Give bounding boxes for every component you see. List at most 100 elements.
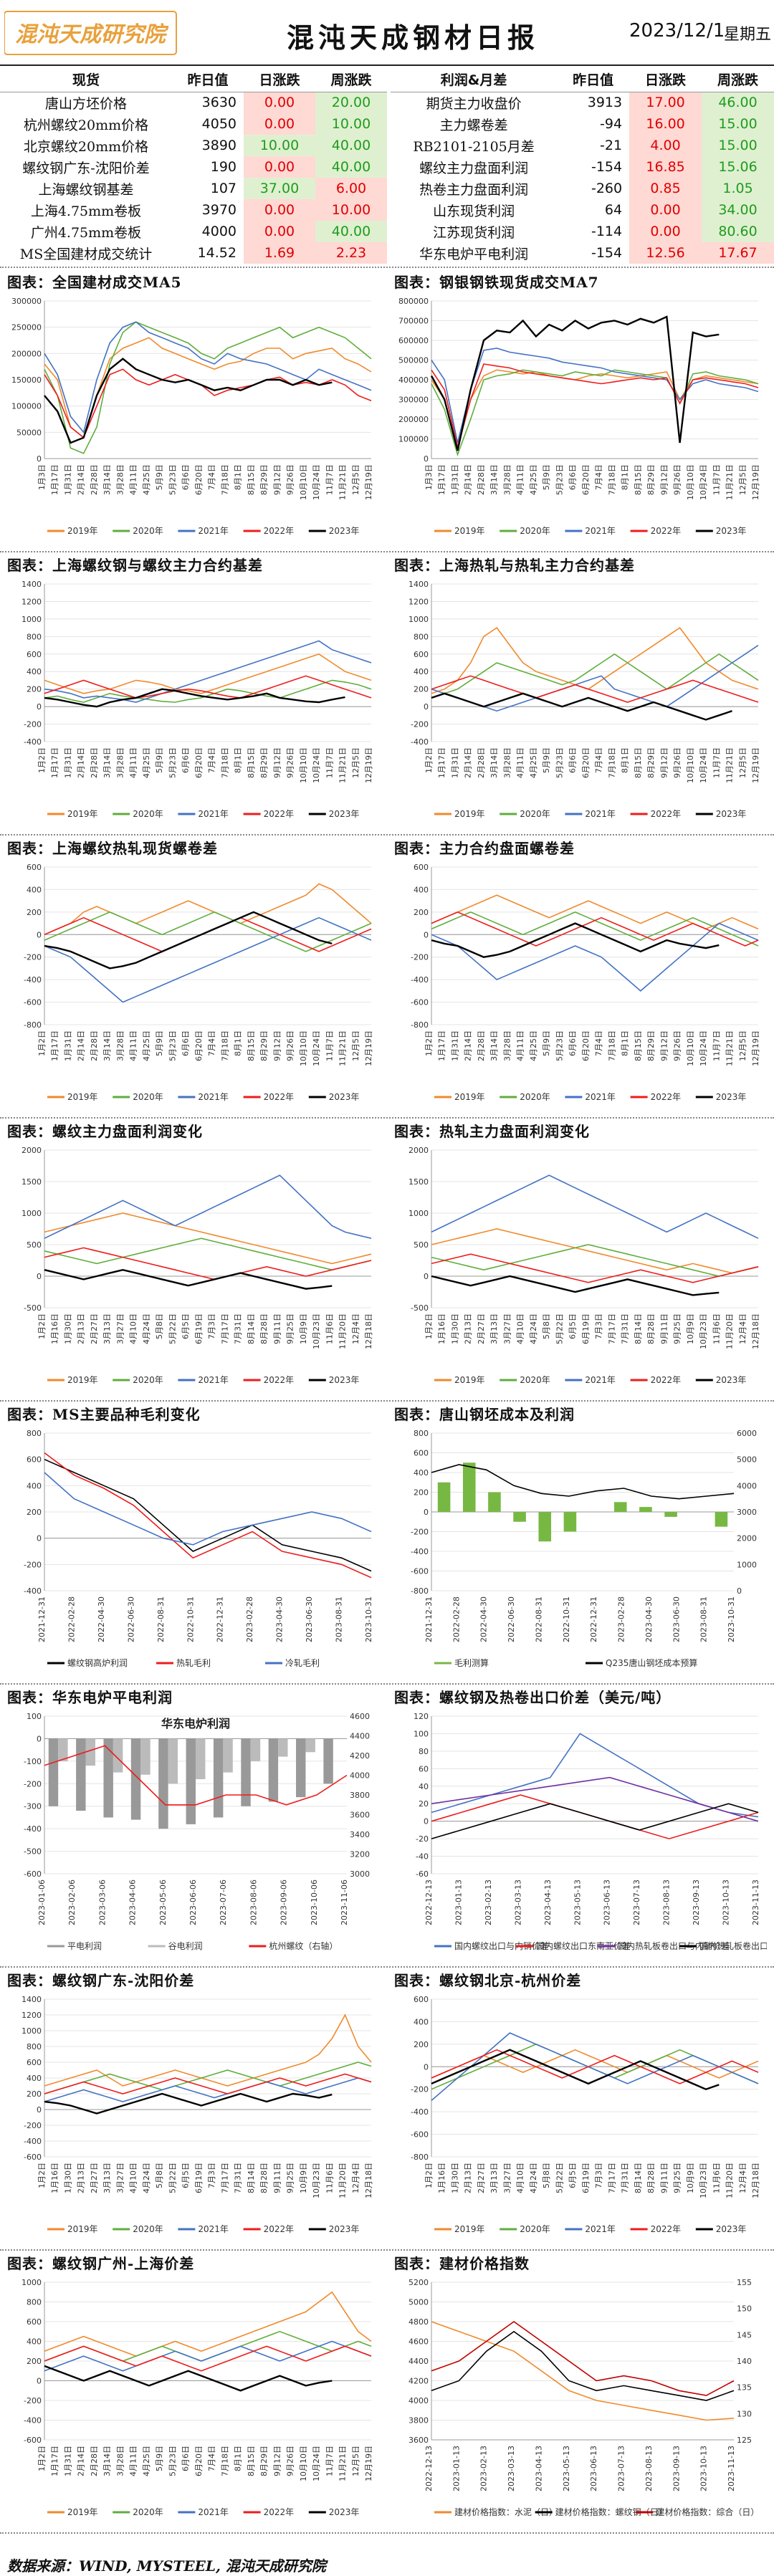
- x-tick-label: 12月19日: [364, 747, 373, 783]
- series-line: [431, 911, 759, 947]
- x-tick-label: 8月29日: [259, 747, 269, 778]
- row-value: -154: [591, 245, 623, 261]
- chart-bar: [158, 1738, 168, 1829]
- x-tick-label: 11月7日: [712, 1030, 721, 1061]
- x-tick-label: 3月13日: [489, 2163, 499, 2193]
- y-tick-label: 800: [414, 1429, 429, 1438]
- x-tick-label: 1月17日: [437, 1030, 446, 1061]
- chart-svg: 0 50000 100000 150000 200000 250000 300000 1月3日…: [11, 297, 373, 536]
- y-tick-label: 150000: [11, 375, 42, 385]
- y-tick-label: 1500: [22, 1177, 42, 1187]
- y-tick-label: 400: [27, 1481, 42, 1490]
- chart-bar: [488, 1492, 501, 1512]
- series-line: [44, 321, 372, 434]
- x-tick-label: 1月31日: [63, 464, 72, 495]
- x-tick-label: 9月12日: [659, 1030, 669, 1061]
- y-tick-label: 1400: [408, 580, 429, 589]
- chart-bar: [223, 1738, 233, 1773]
- row-value: 4000: [201, 224, 236, 239]
- x-tick-label: 2023-06-30: [305, 1596, 314, 1642]
- x-tick-label: 9月12日: [272, 2446, 282, 2476]
- x-tick-label: 2023-03-06: [97, 1880, 107, 1925]
- x-tick-label: 9月12日: [272, 464, 282, 495]
- x-tick-label: 8月28日: [259, 2163, 269, 2193]
- chart-panel-c2: 图表：钢银钢铁现货成交MA7 0 100000 200000 300000 400000 5…: [387, 271, 774, 550]
- chart-svg: -600 -400 -200 0 200 400 600 800 1000 1200 1400 1月2…: [22, 1995, 373, 2234]
- x-tick-label: 9月25日: [673, 2163, 682, 2193]
- legend-label: 2023年: [716, 1375, 747, 1385]
- y2-tick-label: 3400: [350, 1830, 370, 1839]
- x-tick-label: 11月20日: [725, 2163, 735, 2198]
- x-tick-label: 12月19日: [751, 747, 760, 783]
- legend-label: 建材价格指数：水泥（日）: [454, 2506, 558, 2517]
- x-tick-label: 10月10日: [299, 747, 308, 783]
- x-tick-label: 1月31日: [63, 2446, 72, 2476]
- y-tick-label: 4200: [408, 2377, 429, 2386]
- x-tick-label: 2月27日: [477, 1313, 486, 1344]
- chart-bar: [196, 1738, 206, 1779]
- row-value: 3630: [201, 95, 236, 111]
- chart-title: 图表：华东电炉平电利润: [7, 1689, 173, 1706]
- x-tick-label: 11月21日: [725, 464, 735, 500]
- x-tick-label: 7月4日: [594, 1030, 603, 1056]
- legend-label: 2023年: [329, 2224, 360, 2234]
- y2-tick-label: 125: [737, 2436, 752, 2445]
- series-line: [431, 2049, 759, 2084]
- series-line: [431, 363, 759, 447]
- x-tick-label: 5月22日: [168, 1313, 177, 1344]
- y-tick-label: 0: [37, 1272, 42, 1281]
- series-line: [431, 653, 759, 699]
- legend-label: 2023年: [716, 526, 747, 536]
- x-tick-label: 1月17日: [50, 1030, 59, 1061]
- chart-bar: [103, 1738, 113, 1818]
- x-tick-label: 1月31日: [63, 747, 72, 778]
- y-tick-label: 4000: [408, 2396, 429, 2405]
- y2-tick-label: 4000: [350, 1771, 370, 1781]
- x-tick-label: 4月25日: [142, 1030, 151, 1061]
- x-tick-label: 4月11日: [516, 1030, 525, 1061]
- row-week-change: 34.00: [702, 199, 774, 221]
- y-tick-label: 0: [37, 2105, 42, 2115]
- x-tick-label: 8月15日: [247, 747, 256, 778]
- y-tick-label: 600000: [398, 336, 429, 345]
- y-tick-label: 200: [414, 908, 429, 917]
- y-tick-label: -600: [24, 998, 42, 1007]
- y-tick-label: 600: [27, 2317, 42, 2327]
- row-name: 螺纹主力盘面利润: [419, 160, 529, 176]
- x-tick-label: 5月23日: [555, 747, 564, 778]
- x-tick-label: 8月1日: [234, 1030, 243, 1056]
- chart-title: 图表：螺纹钢及热卷出口价差（美元/吨）: [394, 1689, 672, 1706]
- y-tick-label: -400: [24, 737, 42, 747]
- x-tick-label: 2022-12-31: [589, 1596, 598, 1642]
- y2-tick-label: 145: [737, 2330, 752, 2340]
- x-tick-label: 3月28日: [115, 747, 125, 778]
- x-tick-label: 1月17日: [50, 2446, 59, 2476]
- y-tick-label: 1000: [22, 2026, 42, 2036]
- y-tick-label: 600: [414, 1449, 429, 1458]
- x-tick-label: 2023-11-13: [751, 1880, 760, 1925]
- x-tick-label: 1月30日: [450, 2163, 459, 2193]
- x-tick-label: 9月11日: [272, 1313, 282, 1344]
- x-tick-label: 8月28日: [646, 1313, 656, 1344]
- x-tick-label: 7月31日: [234, 2163, 243, 2193]
- y-tick-label: 200: [27, 2357, 42, 2366]
- y-tick-label: -200: [411, 1528, 429, 1537]
- row-day-change: 0.00: [244, 92, 315, 113]
- chart-title: 图表：上海热轧与热轧主力合约基差: [394, 557, 635, 574]
- company-logo: 混沌天成研究院: [4, 11, 177, 55]
- x-tick-label: 2023-02-13: [484, 1880, 493, 1925]
- y-tick-label: -400: [24, 1824, 42, 1834]
- table-row: 期货主力收盘价 3913 17.00 46.00: [391, 92, 774, 113]
- x-tick-label: 10月10日: [299, 2446, 308, 2481]
- x-tick-label: 2月13日: [464, 1313, 473, 1344]
- y-tick-label: 60: [419, 1764, 429, 1773]
- legend-label: 2022年: [651, 1375, 682, 1385]
- x-tick-label: 4月24日: [142, 1313, 151, 1344]
- data-source-footer: 数据来源：WIND, MYSTEEL, 混沌天成研究院: [7, 2557, 326, 2575]
- x-tick-label: 8月14日: [247, 1313, 256, 1344]
- row-value: -154: [591, 159, 623, 175]
- svg-text:混沌天成研究院: 混沌天成研究院: [15, 22, 169, 47]
- y-tick-label: 100000: [398, 435, 429, 444]
- y-tick-label: 600: [414, 863, 429, 872]
- x-tick-label: 10月10日: [299, 464, 308, 500]
